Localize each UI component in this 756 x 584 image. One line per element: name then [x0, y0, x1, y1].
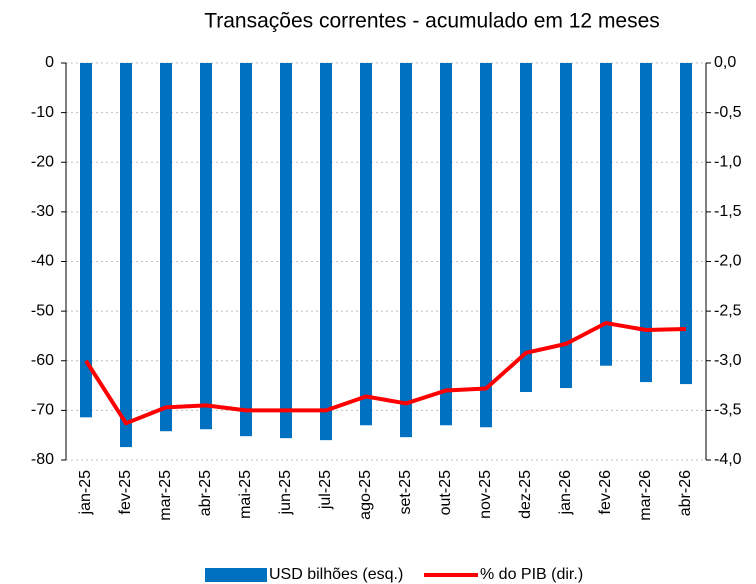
x-tick-label: jan-25 [77, 470, 94, 516]
x-tick-label: abr-25 [197, 470, 214, 516]
x-tick-label: mai-25 [237, 470, 254, 519]
bar [360, 63, 372, 426]
bar [640, 63, 652, 383]
bar [560, 63, 572, 389]
legend-label: USD bilhões (esq.) [269, 566, 403, 583]
y-tick-label: -20 [31, 153, 54, 170]
y2-tick-label: -1,5 [714, 203, 742, 220]
bar [120, 63, 132, 448]
x-tick-label: jan-26 [557, 470, 574, 516]
x-tick-label: mar-25 [157, 470, 174, 521]
x-tick-label: nov-25 [477, 470, 494, 519]
y2-tick-label: -3,5 [714, 402, 742, 419]
y-tick-label: -70 [31, 402, 54, 419]
bar [280, 63, 292, 439]
y-tick-label: -80 [31, 451, 54, 468]
y2-tick-label: -1,0 [714, 153, 742, 170]
bar [320, 63, 332, 441]
bar [80, 63, 92, 418]
y-tick-label: -50 [31, 302, 54, 319]
y2-tick-label: -2,5 [714, 302, 742, 319]
x-tick-label: set-25 [397, 470, 414, 515]
bar [400, 63, 412, 438]
y2-tick-label: 0,0 [714, 54, 736, 71]
bar [200, 63, 212, 430]
y2-tick-label: -2,0 [714, 253, 742, 270]
bar [240, 63, 252, 437]
chart-title: Transações correntes - acumulado em 12 m… [204, 10, 660, 33]
x-tick-label: mar-26 [637, 470, 654, 521]
x-tick-label: jun-25 [277, 470, 294, 516]
y-tick-label: -30 [31, 203, 54, 220]
bar [600, 63, 612, 366]
y2-tick-label: -4,0 [714, 451, 742, 468]
y-tick-label: 0 [45, 54, 54, 71]
bar [680, 63, 692, 385]
x-tick-label: out-25 [437, 470, 454, 515]
bar [440, 63, 452, 426]
x-tick-label: jul-25 [317, 470, 334, 510]
y-tick-label: -60 [31, 352, 54, 369]
x-tick-label: dez-25 [517, 470, 534, 519]
legend-label: % do PIB (dir.) [480, 566, 583, 583]
x-tick-label: fev-25 [117, 470, 134, 515]
x-tick-label: fev-26 [597, 470, 614, 515]
legend-swatch [205, 568, 267, 582]
x-tick-label: abr-26 [677, 470, 694, 516]
bar [160, 63, 172, 432]
bar [520, 63, 532, 393]
x-tick-label: ago-25 [357, 470, 374, 520]
y-tick-label: -40 [31, 253, 54, 270]
y-tick-label: -10 [31, 104, 54, 121]
line [84, 321, 687, 426]
bar [480, 63, 492, 428]
y2-tick-label: -0,5 [714, 104, 742, 121]
y2-tick-label: -3,0 [714, 352, 742, 369]
